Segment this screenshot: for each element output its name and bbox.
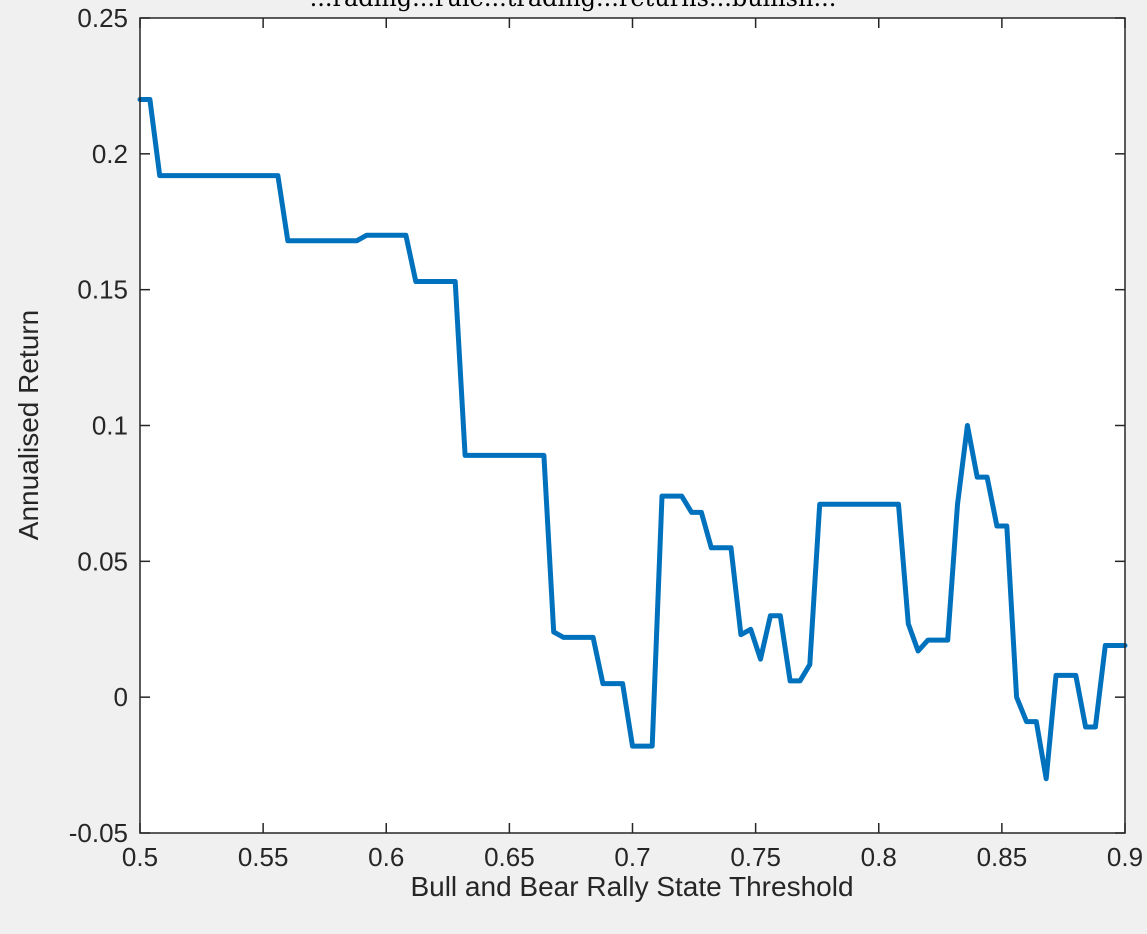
x-axis-label: Bull and Bear Rally State Threshold [410, 871, 853, 902]
y-tick-label: 0.2 [92, 139, 128, 169]
cut-caption: ...rading...rule...trading...returns...b… [310, 0, 837, 12]
x-tick-label: 0.6 [368, 842, 404, 872]
annualised-return-line [137, 97, 1128, 782]
y-axis-label: Annualised Return [13, 310, 44, 540]
x-tick-label: 0.65 [484, 842, 535, 872]
y-tick-label: 0.25 [77, 3, 128, 33]
x-tick-label: 0.8 [861, 842, 897, 872]
y-tick-label: 0.15 [77, 275, 128, 305]
axes-box [139, 17, 1126, 834]
x-tick-label: 0.75 [730, 842, 781, 872]
y-tick-label: -0.05 [69, 818, 128, 848]
x-tick-label: 0.55 [238, 842, 289, 872]
x-tick-label: 0.9 [1107, 842, 1143, 872]
y-tick-label: 0.05 [77, 546, 128, 576]
y-tick-label: 0.1 [92, 411, 128, 441]
tick-labels-group: 0.5 0.55 0.6 0.65 0.7 0.75 0.8 0.85 0.9 -0.05 0 0.0… [69, 3, 1143, 872]
plot-area [140, 18, 1125, 833]
x-tick-label: 0.7 [614, 842, 650, 872]
x-tick-label: 0.85 [977, 842, 1028, 872]
x-tick-label: 0.5 [122, 842, 158, 872]
y-tick-label: 0 [114, 682, 128, 712]
